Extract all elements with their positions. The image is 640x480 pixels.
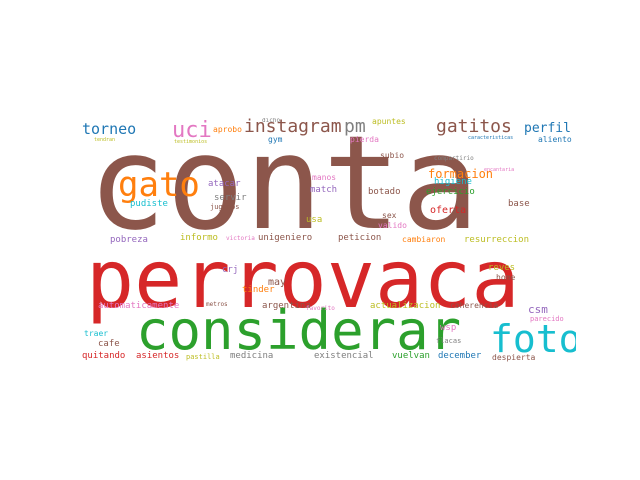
cloud-word: reves — [488, 263, 516, 273]
cloud-word: actualizacion — [370, 301, 441, 311]
cloud-word: aliento — [538, 135, 572, 144]
cloud-word: despierta — [492, 353, 536, 362]
cloud-word: pm — [344, 118, 366, 137]
cloud-word: valido — [378, 221, 407, 230]
word-cloud: conta perrovaca considerar foto gato uci… — [80, 118, 576, 368]
cloud-word: formacion — [428, 167, 494, 181]
cloud-word: csm — [528, 303, 548, 316]
cloud-word: apuntes — [372, 118, 406, 126]
cloud-word: tinder — [242, 285, 275, 295]
cloud-word: asientos — [136, 351, 180, 361]
cloud-word: perfil — [524, 121, 571, 136]
cloud-word: gym — [268, 135, 283, 144]
cloud-word: dicho — [262, 118, 281, 124]
cloud-word: instagram — [244, 118, 342, 137]
cloud-word: testimonios — [174, 139, 208, 145]
cloud-word: automaticamente — [98, 301, 180, 311]
cloud-word: peticion — [338, 233, 382, 243]
cloud-word: may — [268, 277, 287, 288]
cloud-word: oferta — [430, 205, 467, 216]
cloud-word: compartirio — [434, 155, 474, 162]
cloud-word: wsp — [440, 323, 457, 333]
cloud-word: base — [508, 199, 530, 209]
cloud-word: crj — [222, 265, 239, 275]
cloud-word: favorito — [306, 305, 335, 312]
cloud-word: torneo — [82, 120, 137, 138]
cloud-word: servir — [214, 193, 247, 203]
cloud-word: pierda — [350, 135, 379, 144]
cloud-word: gatitos — [436, 118, 512, 137]
cloud-word: higiene — [434, 177, 472, 187]
cloud-word: december — [438, 351, 482, 361]
cloud-word: flacas — [436, 337, 462, 345]
cloud-word: argentina — [262, 301, 311, 311]
cloud-word: conta — [88, 118, 480, 259]
cloud-word: parecido — [530, 315, 564, 323]
cloud-word: pudiste — [130, 199, 168, 209]
cloud-word: resurreccion — [464, 235, 530, 245]
cloud-word: subio — [380, 151, 405, 160]
cloud-word: traer — [84, 329, 109, 338]
cloud-word: pastilla — [186, 353, 220, 361]
cloud-word: unigeniero — [258, 233, 313, 243]
cloud-word: aprobo — [213, 125, 242, 134]
cloud-word: vuelvan — [392, 351, 430, 361]
cloud-word: quitando — [82, 351, 126, 361]
cloud-word: victoria — [226, 235, 255, 242]
cloud-word: encantaria — [484, 167, 515, 173]
cloud-word: existencial — [314, 351, 374, 361]
cloud-word: sex — [382, 211, 397, 220]
cloud-word: gato — [118, 165, 200, 205]
cloud-word: match — [310, 185, 338, 195]
cloud-word: jugamos — [210, 203, 240, 211]
cloud-word: usa — [306, 215, 323, 225]
cloud-word: medicina — [230, 351, 274, 361]
cloud-word: tendran — [94, 137, 116, 143]
cloud-word: home — [496, 273, 516, 282]
cloud-word: ejercicio — [426, 187, 475, 197]
cloud-word: pobreza — [110, 235, 148, 245]
cloud-word: perrovaca — [86, 233, 520, 326]
cloud-word: coherencia — [450, 301, 499, 310]
cloud-word: considerar — [136, 299, 462, 362]
cloud-word: caracteristicas — [468, 135, 514, 141]
cloud-word: cambiaron — [402, 235, 446, 244]
cloud-word: uci — [172, 118, 212, 143]
cloud-word: botado — [368, 187, 401, 197]
cloud-word: atacar — [208, 179, 241, 189]
cloud-word: foto — [490, 317, 576, 361]
cloud-word: informo — [180, 233, 218, 243]
cloud-word: metros — [206, 301, 228, 308]
cloud-word: manos — [312, 173, 337, 182]
cloud-word: cafe — [98, 339, 120, 349]
